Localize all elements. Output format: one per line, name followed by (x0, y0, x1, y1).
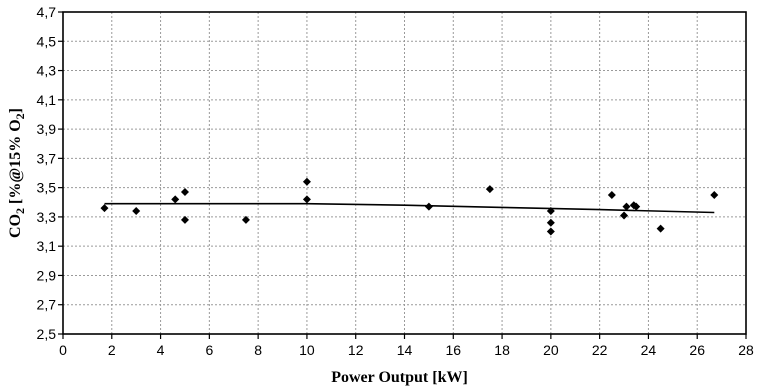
data-point (241, 215, 250, 224)
y-axis-title: CO2 [%@15% O2] (7, 108, 27, 238)
x-tick-label: 24 (641, 342, 657, 358)
x-tick-label: 20 (543, 342, 559, 358)
trendline-layer (104, 202, 715, 214)
x-tick-label: 4 (157, 342, 165, 358)
x-axis-title: Power Output [kW] (331, 369, 468, 386)
y-axis-title-sub-2: 2 (13, 113, 27, 119)
y-tick-label: 4,7 (37, 4, 57, 20)
data-point (607, 190, 616, 199)
y-axis-title-part-2: [%@15% O (7, 119, 24, 208)
x-tick-label: 14 (397, 342, 413, 358)
x-tick-label: 2 (108, 342, 116, 358)
x-tick-label: 0 (59, 342, 67, 358)
x-tick-label: 22 (592, 342, 608, 358)
y-axis-title-sub-1: 2 (13, 208, 27, 214)
y-tick-label: 3,9 (37, 121, 57, 137)
y-tick-label: 2,9 (37, 267, 57, 283)
x-tick-label: 18 (494, 342, 510, 358)
y-tick-label: 3,7 (37, 150, 57, 166)
data-point (546, 207, 555, 216)
y-tick-labels: 2,5 2,7 2,9 3,1 3,3 3,5 3,7 3,9 4,1 4,3 4,5 4,7 (37, 4, 63, 342)
x-tick-label: 6 (205, 342, 213, 358)
y-tick-label: 3,3 (37, 209, 57, 225)
data-point (100, 204, 109, 213)
x-tick-label: 10 (299, 342, 315, 358)
trendline (104, 202, 715, 214)
x-tick-label: 8 (254, 342, 262, 358)
data-point (302, 195, 311, 204)
y-tick-label: 4,5 (37, 33, 57, 49)
data-point (171, 195, 180, 204)
y-tick-label: 4,1 (37, 92, 57, 108)
grid (63, 12, 746, 334)
y-tick-label: 3,1 (37, 238, 57, 254)
y-tick-label: 2,5 (37, 326, 57, 342)
data-point (620, 211, 629, 220)
x-tick-labels: 0 2 4 6 8 10 12 14 16 18 20 22 24 26 28 (59, 334, 754, 358)
y-axis-title-part-1: CO (7, 214, 24, 238)
data-point (546, 218, 555, 227)
points-layer (100, 177, 719, 236)
data-point (656, 224, 665, 233)
y-axis-title-part-3: ] (7, 108, 24, 113)
x-tick-label: 26 (689, 342, 705, 358)
x-tick-label: 16 (445, 342, 461, 358)
data-point (180, 188, 189, 197)
data-point (180, 215, 189, 224)
y-tick-label: 3,5 (37, 180, 57, 196)
data-point (132, 207, 141, 216)
x-tick-label: 12 (348, 342, 364, 358)
data-point (302, 177, 311, 186)
data-point (622, 202, 631, 211)
data-point (485, 185, 494, 194)
data-point (546, 227, 555, 236)
y-tick-label: 4,3 (37, 63, 57, 79)
x-tick-label: 28 (738, 342, 754, 358)
data-point (632, 202, 641, 211)
y-tick-label: 2,7 (37, 297, 57, 313)
data-point (424, 202, 433, 211)
data-point (710, 190, 719, 199)
